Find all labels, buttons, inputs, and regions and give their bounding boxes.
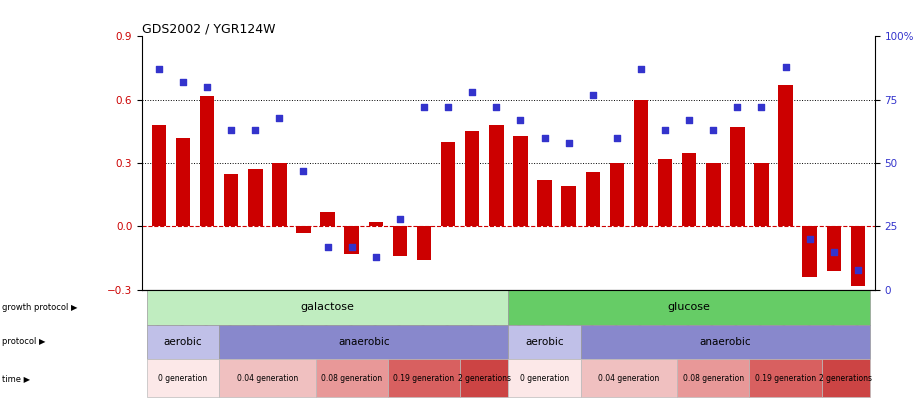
- Bar: [417, 226, 431, 260]
- Bar: [822, 359, 870, 397]
- Bar: [147, 324, 219, 359]
- Point: [562, 140, 576, 146]
- Point: [344, 243, 359, 250]
- Bar: [851, 226, 865, 286]
- Bar: [393, 226, 407, 256]
- Bar: [460, 359, 508, 397]
- Point: [465, 89, 480, 96]
- Bar: [706, 163, 721, 226]
- Point: [730, 104, 745, 111]
- Point: [417, 104, 431, 111]
- Text: 0.19 generation: 0.19 generation: [394, 373, 454, 383]
- Point: [585, 92, 600, 98]
- Bar: [147, 290, 508, 324]
- Point: [537, 134, 551, 141]
- Point: [441, 104, 455, 111]
- Bar: [677, 359, 749, 397]
- Bar: [754, 163, 769, 226]
- Bar: [508, 290, 870, 324]
- Text: aerobic: aerobic: [525, 337, 564, 347]
- Text: 0.19 generation: 0.19 generation: [755, 373, 816, 383]
- Text: time ▶: time ▶: [2, 373, 30, 383]
- Text: GDS2002 / YGR124W: GDS2002 / YGR124W: [142, 22, 276, 35]
- Bar: [562, 186, 576, 226]
- Text: growth protocol ▶: growth protocol ▶: [2, 303, 77, 312]
- Bar: [219, 324, 508, 359]
- Bar: [634, 100, 649, 226]
- Point: [272, 114, 287, 121]
- Bar: [585, 172, 600, 226]
- Point: [151, 66, 166, 72]
- Bar: [779, 85, 793, 226]
- Point: [826, 249, 841, 255]
- Text: 0.08 generation: 0.08 generation: [682, 373, 744, 383]
- Bar: [344, 226, 359, 254]
- Bar: [387, 359, 460, 397]
- Text: 0 generation: 0 generation: [158, 373, 208, 383]
- Bar: [682, 153, 696, 226]
- Bar: [296, 226, 311, 233]
- Point: [658, 127, 672, 133]
- Point: [248, 127, 263, 133]
- Text: aerobic: aerobic: [164, 337, 202, 347]
- Point: [802, 236, 817, 242]
- Text: protocol ▶: protocol ▶: [2, 337, 45, 346]
- Point: [321, 243, 335, 250]
- Bar: [508, 324, 581, 359]
- Text: 0.04 generation: 0.04 generation: [236, 373, 298, 383]
- Bar: [321, 212, 335, 226]
- Bar: [272, 163, 287, 226]
- Point: [754, 104, 769, 111]
- Bar: [581, 359, 677, 397]
- Bar: [248, 169, 263, 226]
- Bar: [441, 142, 455, 226]
- Text: 0.04 generation: 0.04 generation: [598, 373, 660, 383]
- Point: [176, 79, 191, 85]
- Bar: [538, 180, 551, 226]
- Point: [296, 168, 311, 174]
- Text: glucose: glucose: [668, 302, 711, 312]
- Bar: [200, 96, 214, 226]
- Text: anaerobic: anaerobic: [700, 337, 751, 347]
- Bar: [465, 132, 479, 226]
- Point: [368, 254, 383, 260]
- Text: 2 generations: 2 generations: [819, 373, 872, 383]
- Point: [393, 215, 408, 222]
- Bar: [176, 138, 191, 226]
- Bar: [489, 125, 504, 226]
- Bar: [513, 136, 528, 226]
- Bar: [368, 222, 383, 226]
- Point: [779, 64, 793, 70]
- Point: [609, 134, 624, 141]
- Point: [489, 104, 504, 111]
- Bar: [581, 324, 870, 359]
- Text: anaerobic: anaerobic: [338, 337, 389, 347]
- Bar: [749, 359, 822, 397]
- Text: 0 generation: 0 generation: [520, 373, 569, 383]
- Bar: [219, 359, 315, 397]
- Bar: [826, 226, 841, 271]
- Text: galactose: galactose: [300, 302, 354, 312]
- Bar: [315, 359, 387, 397]
- Point: [706, 127, 721, 133]
- Bar: [147, 359, 219, 397]
- Point: [851, 266, 866, 273]
- Point: [682, 117, 696, 123]
- Bar: [730, 127, 745, 226]
- Point: [224, 127, 238, 133]
- Point: [634, 66, 649, 72]
- Point: [513, 117, 528, 123]
- Bar: [802, 226, 817, 277]
- Bar: [508, 359, 581, 397]
- Bar: [224, 174, 238, 226]
- Bar: [152, 125, 166, 226]
- Text: 2 generations: 2 generations: [458, 373, 511, 383]
- Bar: [658, 159, 672, 226]
- Point: [200, 84, 214, 90]
- Text: 0.08 generation: 0.08 generation: [322, 373, 382, 383]
- Bar: [610, 163, 624, 226]
